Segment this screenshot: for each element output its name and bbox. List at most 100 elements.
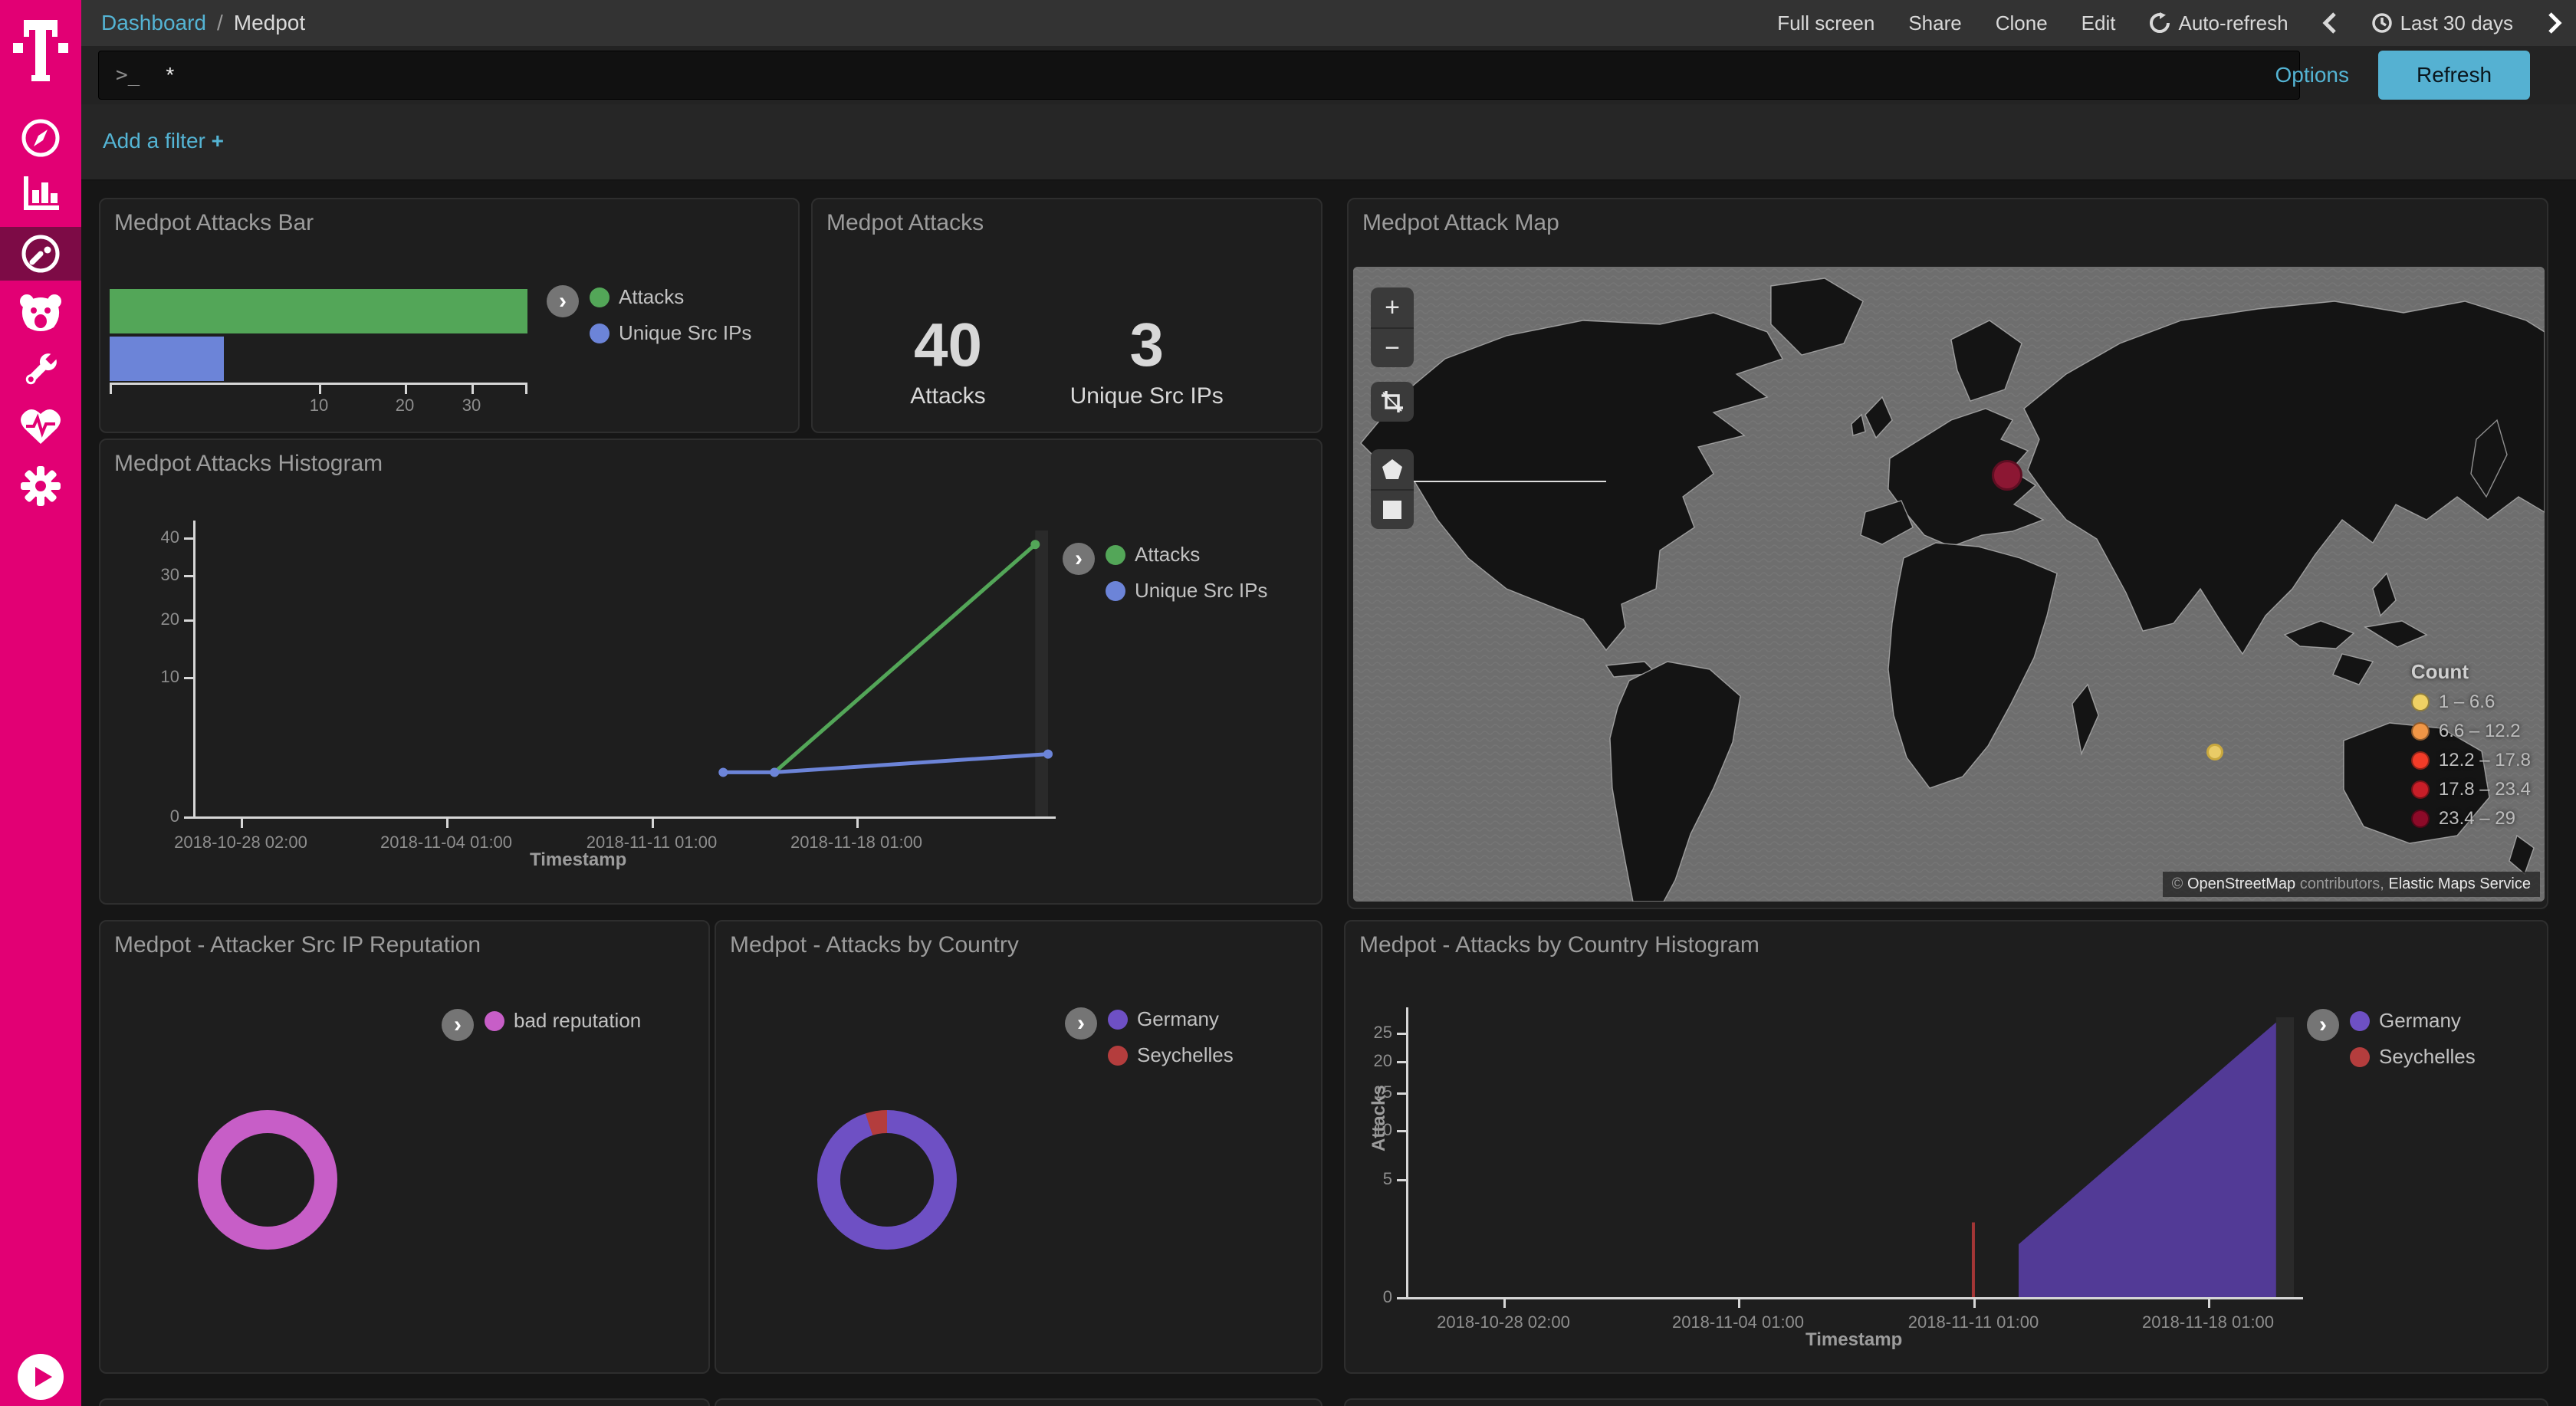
chevron-left-icon: [2322, 12, 2336, 34]
x-axis: [186, 816, 1056, 819]
map-legend-item: 12.2 – 17.8: [2410, 750, 2531, 771]
bar-Unique Src IPs[interactable]: [110, 337, 224, 381]
map-zoom-out-button[interactable]: −: [1371, 327, 1414, 367]
sidebar-item-visualize[interactable]: [0, 166, 81, 221]
y-tick-mark: [184, 619, 193, 622]
legend-item[interactable]: Germany: [1108, 1007, 1234, 1031]
search-query-input[interactable]: >_ *: [98, 51, 2300, 100]
full-screen-button[interactable]: Full screen: [1777, 11, 1875, 34]
legend-item[interactable]: bad reputation: [485, 1009, 641, 1033]
panel-attacks-by-country: Medpot - Attacks by Country › Germany Sey…: [715, 920, 1322, 1374]
sidebar-item-monitoring[interactable]: [0, 399, 81, 454]
map-draw-rectangle-button[interactable]: [1371, 489, 1414, 529]
legend-item[interactable]: Attacks: [590, 285, 751, 309]
time-range-forward-button[interactable]: [2547, 11, 2562, 34]
legend-expand-button[interactable]: ›: [547, 285, 579, 317]
legend-expand-button[interactable]: ›: [1065, 1007, 1097, 1040]
map-zoom-controls: + −: [1371, 287, 1414, 367]
y-tick-mark: [1397, 1033, 1406, 1035]
legend-label: Unique Src IPs: [1135, 579, 1268, 602]
elastic-maps-service-link[interactable]: Elastic Maps Service: [2388, 875, 2531, 892]
query-options-link[interactable]: Options: [2275, 63, 2350, 87]
metric-value: 3: [1129, 310, 1164, 379]
country-legend: › Germany Seychelles: [1065, 1007, 1234, 1079]
map-legend-item: 1 – 6.6: [2410, 692, 2531, 713]
legend-item[interactable]: Unique Src IPs: [590, 321, 751, 345]
map-marker-seychelles[interactable]: [2206, 744, 2223, 760]
map-draw-controls: [1371, 449, 1414, 529]
panel-attacker-src-ip-reputation: Medpot - Attacker Src IP Reputation › ba…: [99, 920, 710, 1374]
map-draw-polygon-button[interactable]: [1371, 449, 1414, 489]
legend-label: Seychelles: [2379, 1045, 2476, 1068]
sidebar-item-honeypot[interactable]: [0, 285, 81, 340]
x-tick-label: 10: [309, 396, 329, 415]
world-map[interactable]: + − Count 1 – 6.6 6.6 – 12.2 12.2 – 17.8: [1353, 267, 2545, 902]
y-tick-label: 20: [1373, 1051, 1392, 1070]
clone-button[interactable]: Clone: [1995, 11, 2048, 34]
y-tick-label: 5: [1382, 1169, 1392, 1188]
metric-values: 40 Attacks 3 Unique Src IPs: [813, 314, 1321, 409]
map-legend-range: 12.2 – 17.8: [2438, 750, 2531, 770]
map-legend-item: 6.6 – 12.2: [2410, 721, 2531, 742]
telekom-t-icon: [13, 20, 68, 81]
data-point: [1043, 749, 1053, 759]
telekom-logo: [0, 15, 81, 89]
y-tick-mark: [184, 575, 193, 577]
clock-icon: [2371, 12, 2393, 34]
series-line-Attacks: [773, 543, 1037, 774]
breadcrumb-separator: /: [216, 11, 223, 34]
legend-expand-button[interactable]: ›: [442, 1009, 474, 1041]
add-filter-link[interactable]: Add a filter +: [103, 129, 224, 153]
panel-title: Medpot - Attacker Src IP Reputation: [114, 932, 481, 958]
next-row-panel-stub: [99, 1398, 710, 1406]
auto-refresh-button[interactable]: Auto-refresh: [2149, 11, 2288, 35]
legend-item[interactable]: Seychelles: [2350, 1045, 2476, 1069]
map-marker-germany[interactable]: [1992, 460, 2022, 491]
panel-medpot-attack-map: Medpot Attack Map: [1347, 198, 2548, 909]
reputation-donut-chart[interactable]: [198, 1110, 337, 1250]
filter-bar-row: Add a filter +: [81, 104, 2576, 181]
legend-item[interactable]: Seychelles: [1108, 1043, 1234, 1067]
panel-medpot-attacks-histogram: Medpot Attacks Histogram 0 10 20 30 40 2018-…: [99, 439, 1322, 905]
legend-color-dot: [1108, 1009, 1128, 1030]
refresh-cycle-icon: [2149, 12, 2170, 34]
bar-chart-x-axis: [110, 383, 527, 394]
donut-hole: [221, 1133, 314, 1227]
sidebar-collapse-button[interactable]: [0, 1349, 81, 1404]
sidebar-item-dashboard[interactable]: [0, 227, 81, 281]
legend-expand-button[interactable]: ›: [1063, 543, 1095, 575]
openstreetmap-link[interactable]: OpenStreetMap: [2187, 875, 2296, 892]
map-crop-button[interactable]: [1371, 382, 1414, 422]
time-range-back-button[interactable]: [2322, 11, 2338, 34]
y-tick-mark: [184, 816, 193, 819]
legend-expand-button[interactable]: ›: [2307, 1009, 2339, 1041]
breadcrumb-dashboard-link[interactable]: Dashboard: [101, 11, 206, 34]
map-legend-item: 23.4 – 29: [2410, 808, 2531, 829]
sidebar-item-management[interactable]: [0, 458, 81, 514]
sidebar: [0, 0, 81, 1406]
bar-chart-icon: [24, 176, 59, 210]
refresh-button[interactable]: Refresh: [2378, 51, 2530, 100]
x-tick-label: 20: [395, 396, 415, 415]
y-tick-mark: [1397, 1130, 1406, 1132]
topbar-actions: Full screen Share Clone Edit Auto-refres…: [1777, 11, 2576, 35]
bar-Attacks[interactable]: [110, 289, 527, 333]
time-range-picker[interactable]: Last 30 days: [2371, 11, 2513, 35]
map-legend-dot: [2410, 780, 2430, 799]
map-legend-dot: [2410, 810, 2430, 828]
y-tick-mark: [184, 677, 193, 679]
legend-item[interactable]: Germany: [2350, 1009, 2476, 1033]
sidebar-item-dev-tools[interactable]: [0, 342, 81, 397]
map-zoom-in-button[interactable]: +: [1385, 292, 1400, 322]
map-legend-range: 6.6 – 12.2: [2438, 721, 2521, 741]
edit-button[interactable]: Edit: [2081, 11, 2116, 34]
query-text: *: [166, 63, 175, 87]
query-bar-row: >_ * Options Refresh: [81, 46, 2576, 104]
country-donut-chart[interactable]: [817, 1110, 957, 1250]
legend-item[interactable]: Attacks: [1106, 543, 1267, 567]
sidebar-item-discover[interactable]: [0, 110, 81, 166]
map-crop-control: [1371, 382, 1414, 422]
panel-medpot-attacks-bar: Medpot Attacks Bar 10 20 30 › Attacks Uniqu…: [99, 198, 800, 433]
legend-item[interactable]: Unique Src IPs: [1106, 579, 1267, 603]
share-button[interactable]: Share: [1908, 11, 1962, 34]
